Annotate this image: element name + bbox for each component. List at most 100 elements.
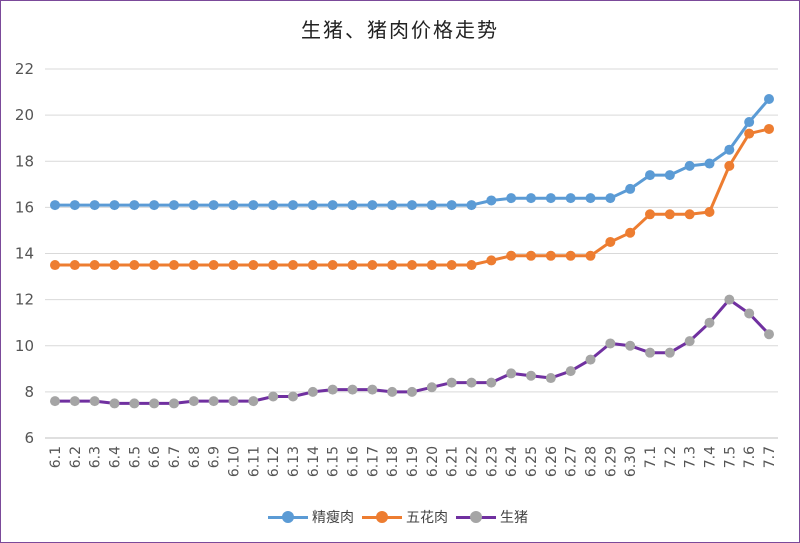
data-point bbox=[307, 200, 318, 211]
data-point bbox=[605, 338, 616, 349]
data-point bbox=[645, 209, 655, 220]
chart-title: 生猪、猪肉价格走势 bbox=[301, 18, 499, 42]
y-tick-label: 10 bbox=[15, 337, 34, 355]
data-point bbox=[664, 209, 675, 220]
data-point bbox=[526, 193, 536, 204]
data-point bbox=[645, 170, 655, 181]
x-tick-label: 6.20 bbox=[425, 446, 441, 477]
data-point bbox=[129, 200, 140, 211]
y-tick-label: 6 bbox=[24, 429, 34, 447]
data-point bbox=[565, 193, 576, 204]
x-tick-label: 6.15 bbox=[326, 446, 342, 477]
x-tick-label: 7.5 bbox=[722, 446, 738, 468]
data-point bbox=[307, 260, 318, 271]
x-tick-label: 6.18 bbox=[385, 446, 401, 477]
data-point bbox=[684, 209, 695, 220]
data-point bbox=[664, 347, 675, 358]
data-point bbox=[228, 200, 239, 211]
x-tick-label: 6.4 bbox=[108, 446, 124, 468]
data-point bbox=[129, 398, 140, 409]
data-point bbox=[526, 370, 536, 381]
data-point bbox=[446, 200, 457, 211]
data-point bbox=[704, 206, 715, 217]
x-tick-label: 6.25 bbox=[524, 446, 540, 477]
data-point bbox=[50, 396, 60, 407]
data-point bbox=[664, 170, 675, 181]
x-tick-label: 6.22 bbox=[465, 446, 481, 477]
data-point bbox=[268, 260, 279, 271]
data-point bbox=[506, 250, 517, 261]
data-point bbox=[506, 193, 517, 204]
data-point bbox=[506, 368, 517, 379]
data-point bbox=[565, 250, 576, 261]
y-tick-label: 20 bbox=[15, 106, 34, 124]
data-point bbox=[387, 386, 398, 397]
data-point bbox=[228, 260, 239, 271]
x-tick-label: 6.14 bbox=[306, 446, 322, 477]
legend-marker-lean-pork bbox=[268, 510, 308, 523]
data-point bbox=[466, 200, 477, 211]
legend-label-pork-belly: 五花肉 bbox=[406, 510, 448, 526]
data-point bbox=[407, 200, 417, 211]
data-point bbox=[744, 117, 755, 128]
data-point bbox=[50, 200, 60, 211]
legend-marker-pork-belly bbox=[362, 510, 402, 523]
x-tick-label: 6.8 bbox=[187, 446, 203, 468]
data-point bbox=[169, 398, 179, 409]
data-point bbox=[228, 396, 239, 407]
data-point bbox=[109, 260, 120, 271]
legend-item-pork-belly[interactable]: 五花肉 bbox=[362, 505, 448, 529]
x-tick-label: 6.9 bbox=[207, 446, 223, 468]
data-point bbox=[248, 396, 259, 407]
data-point bbox=[446, 377, 457, 388]
chart-legend: 精瘦肉 五花肉 生猪 bbox=[0, 505, 800, 529]
x-tick-label: 6.2 bbox=[68, 446, 84, 468]
legend-marker-live-hog bbox=[456, 510, 496, 523]
data-point bbox=[486, 377, 497, 388]
x-tick-label: 6.7 bbox=[167, 446, 183, 468]
legend-item-live-hog[interactable]: 生猪 bbox=[456, 505, 528, 529]
data-point bbox=[645, 347, 655, 358]
x-tick-label: 6.10 bbox=[227, 446, 243, 477]
data-point bbox=[466, 377, 477, 388]
data-point bbox=[625, 340, 636, 351]
data-point bbox=[109, 398, 120, 409]
data-point bbox=[585, 354, 596, 365]
x-tick-label: 7.1 bbox=[643, 446, 659, 468]
y-tick-label: 12 bbox=[15, 291, 34, 309]
data-point bbox=[288, 200, 298, 211]
x-tick-label: 7.3 bbox=[683, 446, 699, 468]
legend-label-lean-pork: 精瘦肉 bbox=[312, 510, 354, 526]
x-tick-label: 6.3 bbox=[88, 446, 104, 468]
legend-item-lean-pork[interactable]: 精瘦肉 bbox=[268, 505, 354, 529]
x-tick-label: 6.29 bbox=[603, 446, 619, 477]
data-point bbox=[744, 128, 755, 139]
y-tick-label: 14 bbox=[15, 245, 34, 263]
x-tick-label: 6.27 bbox=[564, 446, 580, 477]
data-point bbox=[684, 160, 695, 171]
data-point bbox=[208, 396, 219, 407]
data-point bbox=[347, 200, 358, 211]
data-point bbox=[149, 398, 160, 409]
y-tick-label: 22 bbox=[15, 60, 34, 78]
x-tick-label: 7.4 bbox=[703, 446, 719, 468]
data-point bbox=[407, 260, 417, 271]
data-point bbox=[248, 260, 259, 271]
x-tick-label: 6.6 bbox=[147, 446, 163, 468]
y-tick-label: 18 bbox=[15, 152, 34, 170]
data-point bbox=[545, 373, 556, 384]
data-point bbox=[188, 260, 199, 271]
data-point bbox=[268, 391, 279, 402]
x-tick-label: 6.26 bbox=[544, 446, 560, 477]
x-tick-label: 6.11 bbox=[246, 446, 262, 477]
data-point bbox=[307, 386, 318, 397]
data-point bbox=[585, 193, 596, 204]
data-point bbox=[367, 260, 378, 271]
data-point bbox=[764, 93, 774, 104]
data-point bbox=[426, 260, 437, 271]
data-point bbox=[89, 200, 100, 211]
data-point bbox=[585, 250, 596, 261]
x-tick-label: 6.30 bbox=[623, 446, 639, 477]
y-tick-label: 8 bbox=[24, 383, 34, 401]
